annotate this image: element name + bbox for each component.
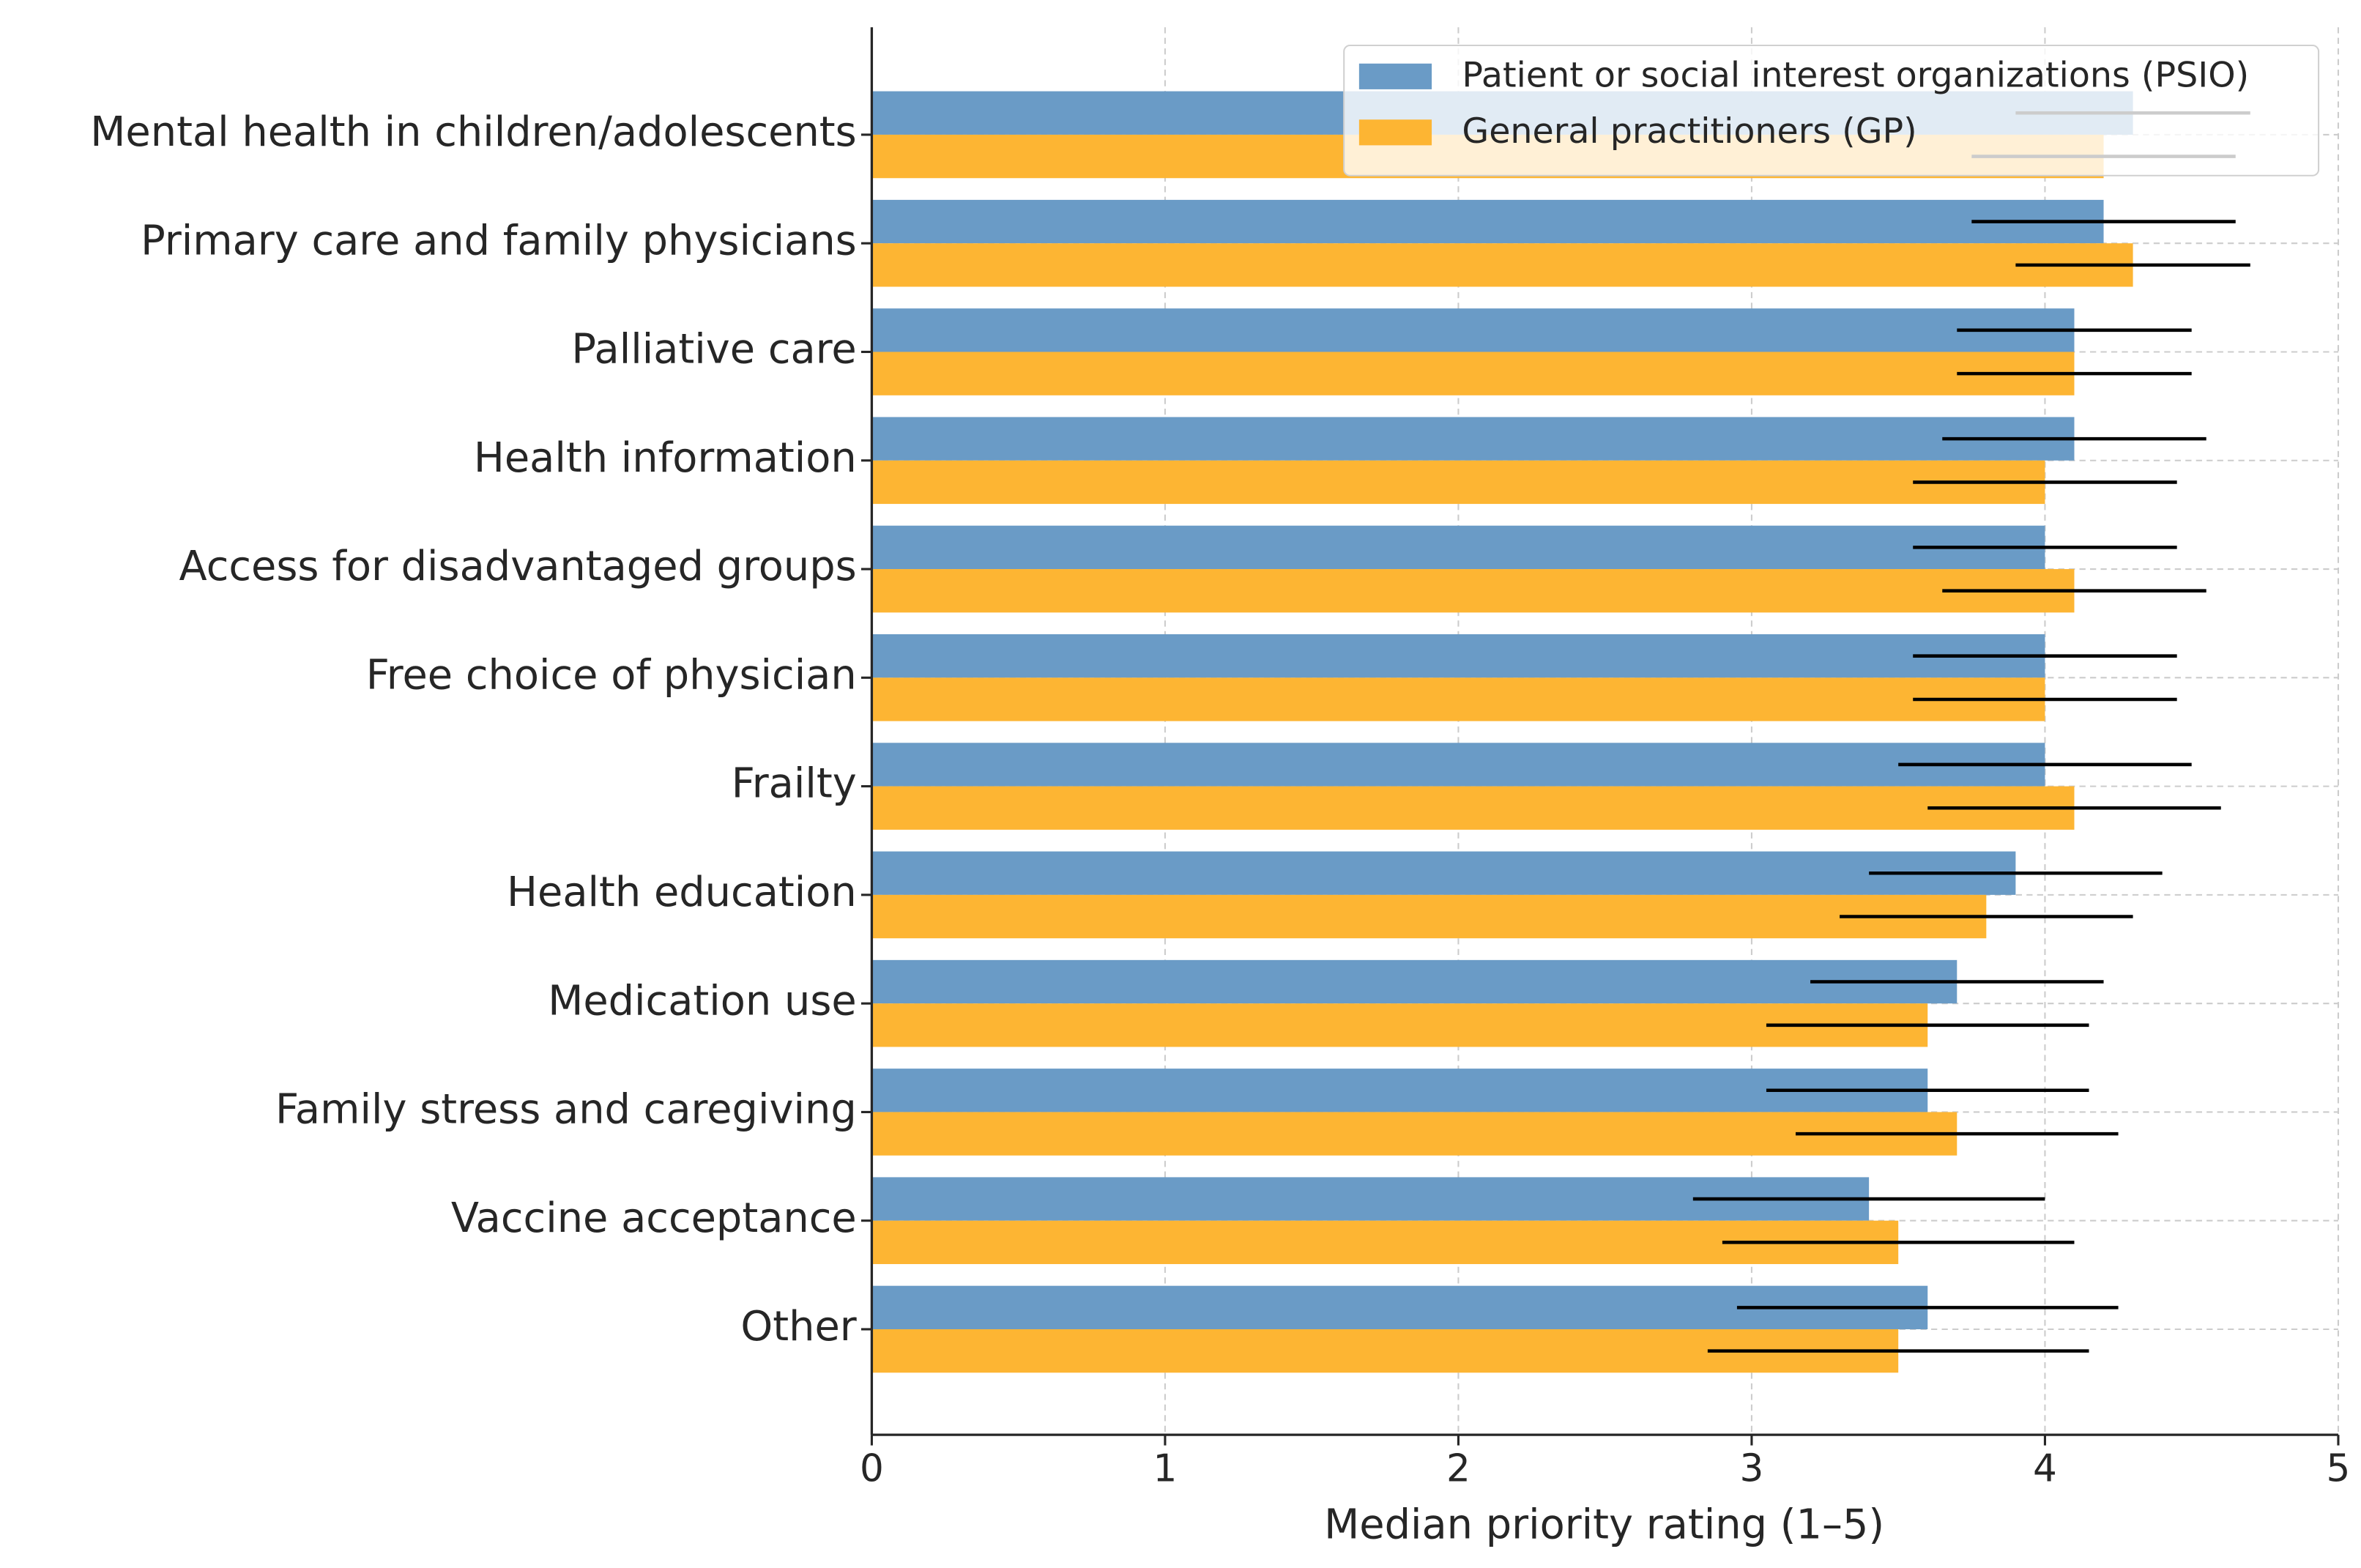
legend-label: Patient or social interest organizations…: [1462, 55, 2249, 95]
bar: [871, 525, 2045, 570]
y-tick-label: Free choice of physician: [366, 651, 857, 699]
y-tick-label: Vaccine acceptance: [451, 1194, 857, 1242]
legend-box: [1343, 44, 2320, 177]
bar: [871, 634, 2045, 678]
bar: [871, 1112, 1957, 1156]
marks: [871, 91, 2250, 1373]
legend-label: General practitioners (GP): [1462, 111, 1916, 152]
bar: [871, 243, 2133, 287]
x-tick-label: 1: [1153, 1447, 1177, 1491]
bar: [871, 308, 2075, 352]
bar: [871, 743, 2045, 787]
y-tick-label: Palliative care: [571, 326, 856, 374]
y-tick-label: Family stress and caregiving: [275, 1086, 857, 1134]
x-tick-label: 5: [2327, 1447, 2351, 1491]
x-axis-label: Median priority rating (1–5): [1324, 1501, 1884, 1548]
bar: [871, 417, 2075, 461]
bar: [871, 677, 2045, 721]
x-tick-label: 0: [860, 1447, 884, 1491]
bar: [871, 569, 2075, 613]
y-tick-label: Medication use: [548, 977, 857, 1025]
y-tick-label: Frailty: [732, 760, 857, 808]
legend: Patient or social interest organizations…: [1343, 44, 2320, 177]
y-tick-label: Mental health in children/adolescents: [90, 108, 856, 156]
bar: [871, 959, 1957, 1004]
x-tick-label: 4: [2033, 1447, 2057, 1491]
axes: Median priority rating (1–5) 0 1 2 3 4 5 Menta…: [90, 27, 2350, 1548]
bar: [871, 199, 2104, 244]
bar: [871, 460, 2045, 505]
x-tick-label: 2: [1446, 1447, 1470, 1491]
y-tick-label: Health information: [474, 434, 857, 482]
bar: [871, 1003, 1928, 1047]
legend-swatch: [1358, 63, 1432, 89]
legend-swatch: [1358, 119, 1432, 146]
y-tick-label: Primary care and family physicians: [141, 217, 857, 264]
bar: [871, 851, 2016, 895]
x-tick-label: 3: [1739, 1447, 1763, 1491]
bar: [871, 894, 1987, 939]
y-tick-label: Access for disadvantaged groups: [179, 543, 857, 590]
y-tick-label: Health education: [507, 869, 857, 916]
bar: [871, 1069, 1928, 1112]
bar: [871, 352, 2075, 395]
y-tick-label: Other: [740, 1303, 856, 1350]
bar: [871, 786, 2075, 830]
